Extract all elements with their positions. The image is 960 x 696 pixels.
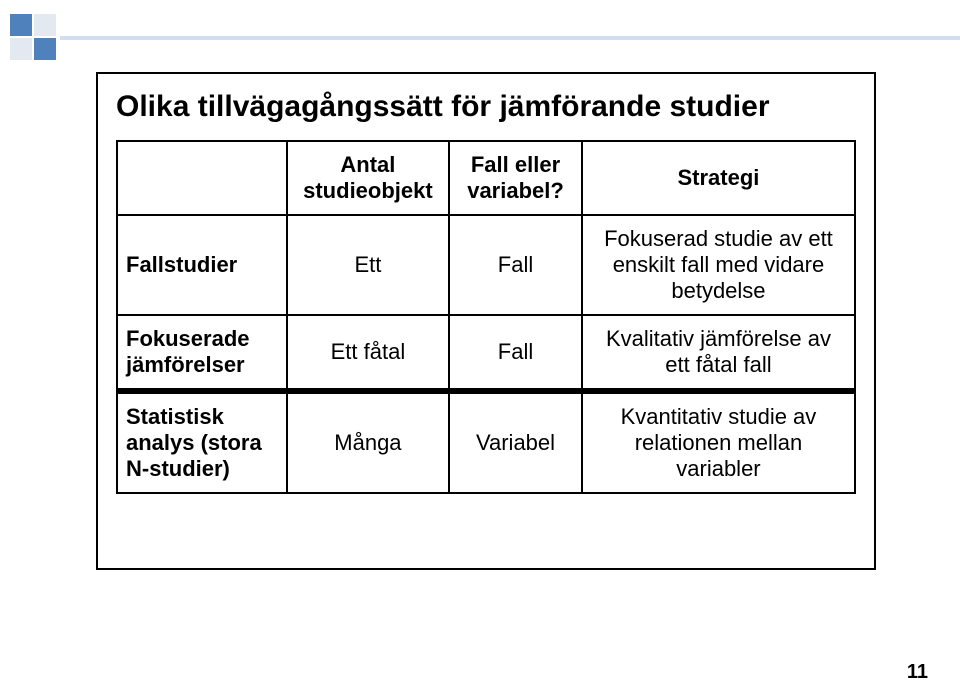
- table-cell: Fallstudier: [117, 215, 287, 315]
- table-header-cell: Strategi: [582, 141, 855, 215]
- table-row: Fallstudier Ett Fall Fokuserad studie av…: [117, 215, 855, 315]
- table-row: Statistisk analys (stora N-studier) Mång…: [117, 391, 855, 493]
- slide-title: Olika tillvägagångssätt för jämförande s…: [116, 90, 856, 124]
- table-cell: Statistisk analys (stora N-studier): [117, 391, 287, 493]
- table-row: Fokuserade jämförelser Ett fåtal Fall Kv…: [117, 315, 855, 391]
- table-header-cell: Fall eller variabel?: [449, 141, 582, 215]
- table-cell: Ett: [287, 215, 449, 315]
- table-cell: Kvantitativ studie av relationen mellan …: [582, 391, 855, 493]
- table-cell: Fall: [449, 215, 582, 315]
- table-cell: Fokuserade jämförelser: [117, 315, 287, 391]
- page-number: 11: [907, 661, 928, 684]
- table-cell: Kvalitativ jämförelse av ett fåtal fall: [582, 315, 855, 391]
- table-cell: Variabel: [449, 391, 582, 493]
- slide-content-frame: Olika tillvägagångssätt för jämförande s…: [96, 72, 876, 570]
- comparison-table: Antal studieobjekt Fall eller variabel? …: [116, 140, 856, 494]
- table-header-cell: [117, 141, 287, 215]
- table-header-cell: Antal studieobjekt: [287, 141, 449, 215]
- table-cell: Ett fåtal: [287, 315, 449, 391]
- table-cell: Fall: [449, 315, 582, 391]
- table-cell: Fokuserad studie av ett enskilt fall med…: [582, 215, 855, 315]
- table-header-row: Antal studieobjekt Fall eller variabel? …: [117, 141, 855, 215]
- table-cell: Många: [287, 391, 449, 493]
